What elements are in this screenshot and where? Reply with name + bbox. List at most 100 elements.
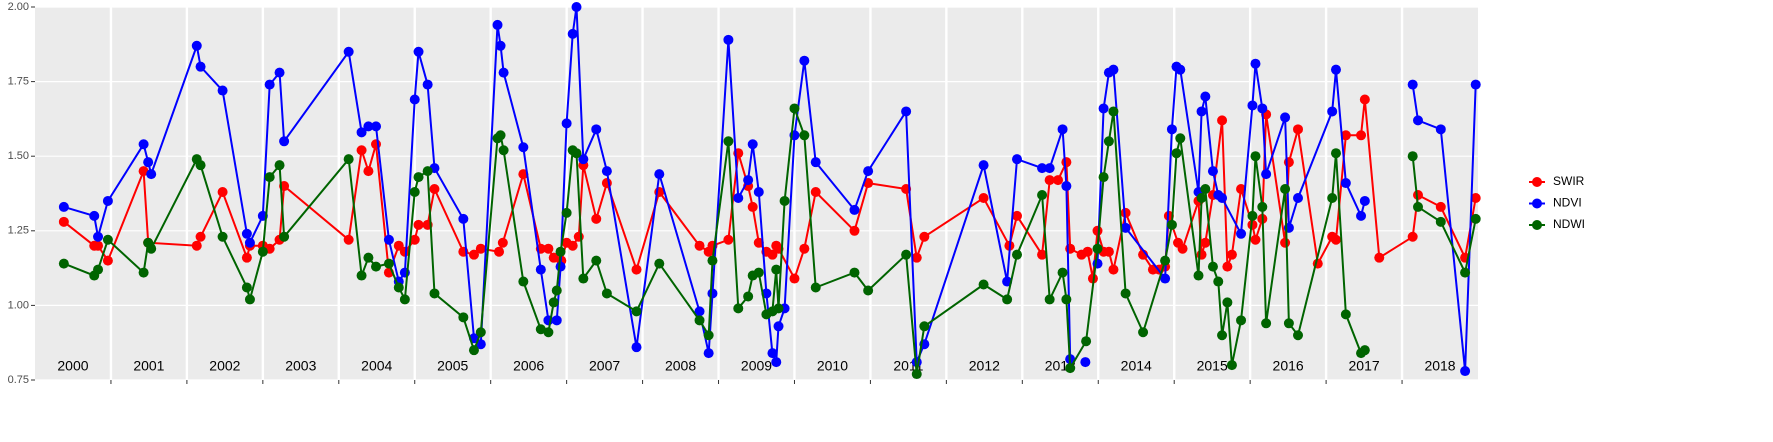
data-point — [191, 40, 202, 51]
data-point — [1226, 249, 1237, 260]
data-point — [497, 237, 508, 248]
data-point — [1053, 175, 1064, 186]
data-point — [1061, 294, 1072, 305]
data-point — [1160, 273, 1171, 284]
data-point — [591, 124, 602, 135]
year-label: 2000 — [57, 358, 88, 374]
data-point — [429, 288, 440, 299]
data-point — [743, 291, 754, 302]
data-point — [146, 169, 157, 180]
data-point — [723, 234, 734, 245]
data-point — [571, 148, 582, 159]
data-point — [393, 282, 404, 293]
data-point — [89, 210, 100, 221]
data-point — [733, 192, 744, 203]
data-point — [1092, 258, 1103, 269]
data-point — [409, 187, 420, 198]
data-point — [1356, 130, 1367, 141]
data-point — [399, 294, 410, 305]
data-point — [1340, 309, 1351, 320]
data-point — [475, 243, 486, 254]
data-point — [458, 312, 469, 323]
data-point — [591, 255, 602, 266]
year-label: 2003 — [285, 358, 316, 374]
data-point — [1330, 234, 1341, 245]
data-point — [1359, 94, 1370, 105]
data-point — [1177, 243, 1188, 254]
data-point — [1108, 64, 1119, 75]
data-point — [241, 282, 252, 293]
data-point — [1359, 195, 1370, 206]
data-point — [1108, 264, 1119, 275]
data-point — [631, 306, 642, 317]
data-point — [93, 231, 104, 242]
data-point — [1103, 136, 1114, 147]
data-point — [978, 160, 989, 171]
data-point — [363, 121, 374, 132]
data-point — [58, 258, 69, 269]
data-point — [244, 237, 255, 248]
data-point — [1044, 175, 1055, 186]
data-point — [1280, 237, 1291, 248]
legend-label: NDVI — [1553, 196, 1582, 210]
data-point — [1280, 112, 1291, 123]
data-point — [1330, 148, 1341, 159]
series-line — [63, 99, 1477, 282]
data-point — [1081, 336, 1092, 347]
data-point — [475, 327, 486, 338]
data-point — [383, 234, 394, 245]
data-point — [654, 169, 665, 180]
data-point — [535, 324, 546, 335]
year-label: 2002 — [209, 358, 240, 374]
data-point — [1236, 184, 1247, 195]
data-point — [356, 127, 367, 138]
data-point — [93, 240, 104, 251]
data-point — [1217, 192, 1228, 203]
legend-label: NDWI — [1553, 217, 1585, 231]
data-point — [863, 166, 874, 177]
data-point — [1175, 133, 1186, 144]
data-point — [1374, 252, 1385, 263]
data-point — [1460, 366, 1471, 377]
data-point — [468, 249, 479, 260]
data-point — [1092, 225, 1103, 236]
data-point — [1359, 345, 1370, 356]
data-point — [799, 130, 810, 141]
data-point — [371, 261, 382, 272]
data-point — [810, 157, 821, 168]
data-point — [343, 46, 354, 57]
data-point — [1435, 201, 1446, 212]
data-point — [703, 348, 714, 359]
data-point — [429, 184, 440, 195]
data-point — [789, 273, 800, 284]
data-point — [1327, 106, 1338, 117]
data-point — [399, 246, 410, 257]
data-point — [475, 339, 486, 350]
data-point — [1061, 157, 1072, 168]
data-point — [1120, 288, 1131, 299]
data-point — [631, 264, 642, 275]
data-point — [413, 172, 424, 183]
year-label: 2005 — [437, 358, 468, 374]
data-point — [1340, 130, 1351, 141]
data-point — [1413, 201, 1424, 212]
data-point — [1257, 201, 1268, 212]
data-point — [1037, 163, 1048, 174]
data-point — [1470, 79, 1481, 90]
data-point — [1470, 192, 1481, 203]
data-point — [561, 207, 572, 218]
data-point — [747, 139, 758, 150]
data-point — [1207, 166, 1218, 177]
data-point — [102, 255, 113, 266]
data-point — [1057, 267, 1068, 278]
data-point — [631, 342, 642, 353]
data-point — [195, 231, 206, 242]
data-point — [1080, 357, 1091, 368]
data-point — [1193, 270, 1204, 281]
data-point — [743, 175, 754, 186]
data-point — [1200, 91, 1211, 102]
data-point — [978, 192, 989, 203]
data-point — [244, 294, 255, 305]
data-point — [279, 136, 290, 147]
